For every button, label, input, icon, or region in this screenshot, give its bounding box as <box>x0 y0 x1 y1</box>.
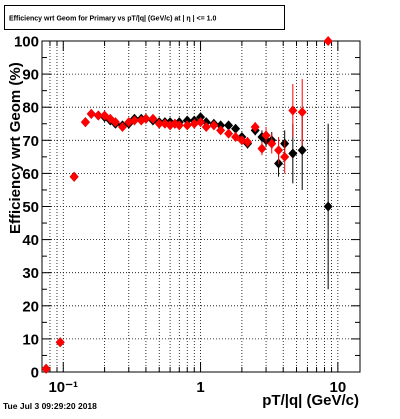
y-tick-label: 0 <box>31 365 39 382</box>
data-point <box>141 113 151 124</box>
data-point <box>261 130 271 141</box>
data-point <box>224 128 234 139</box>
data-point <box>323 201 333 212</box>
y-tick-label: 80 <box>22 100 39 117</box>
y-tick-label: 50 <box>22 199 39 216</box>
y-tick-label: 10 <box>22 331 39 348</box>
data-point <box>323 36 333 46</box>
data-point <box>267 138 277 149</box>
data-point <box>41 363 51 374</box>
y-tick-label: 40 <box>22 232 39 249</box>
plot-frame <box>41 40 361 373</box>
data-point <box>182 120 192 131</box>
data-point <box>224 120 234 131</box>
data-point <box>117 122 127 133</box>
data-point <box>201 122 211 133</box>
x-tick-label: 1 <box>196 379 204 396</box>
data-point <box>209 120 219 131</box>
x-tick-label: 10 <box>330 379 347 396</box>
data-point <box>148 113 158 124</box>
y-tick-label: 30 <box>22 265 39 282</box>
x-axis-label: pT/|q| (GeV/c) <box>262 392 359 409</box>
data-point <box>55 337 65 348</box>
chart-title: Efficiency wrt Geom for Primary vs pT/|q… <box>9 16 217 23</box>
data-point <box>174 120 184 131</box>
data-point <box>129 115 139 126</box>
data-point <box>93 110 103 121</box>
y-axis-label: Efficiency wrt Geom (%) <box>7 62 24 234</box>
data-point <box>257 143 267 154</box>
data-point <box>231 123 241 134</box>
data-point <box>274 145 284 156</box>
data-point <box>189 118 199 129</box>
data-point <box>250 122 260 133</box>
data-point <box>280 151 290 162</box>
y-tick-label: 20 <box>22 298 39 315</box>
data-point <box>69 171 79 182</box>
data-point <box>243 136 253 147</box>
data-point <box>86 108 96 119</box>
data-point <box>80 117 90 128</box>
data-point <box>216 125 226 136</box>
data-point <box>297 145 307 156</box>
data-point <box>196 117 206 128</box>
data-point <box>288 105 298 116</box>
x-tick-label: 10⁻¹ <box>48 379 78 396</box>
data-point <box>110 117 120 128</box>
y-tick-label: 70 <box>22 133 39 150</box>
data-point <box>231 131 241 142</box>
data-point <box>154 118 164 129</box>
data-point <box>288 148 298 159</box>
footer: Tue Jul 3 09:29:20 2018 <box>3 401 97 411</box>
data-point <box>297 107 307 118</box>
y-tick-label: 100 <box>14 34 39 51</box>
title-box <box>4 5 285 30</box>
y-tick-label: 60 <box>22 166 39 183</box>
y-tick-label: 90 <box>22 67 39 84</box>
